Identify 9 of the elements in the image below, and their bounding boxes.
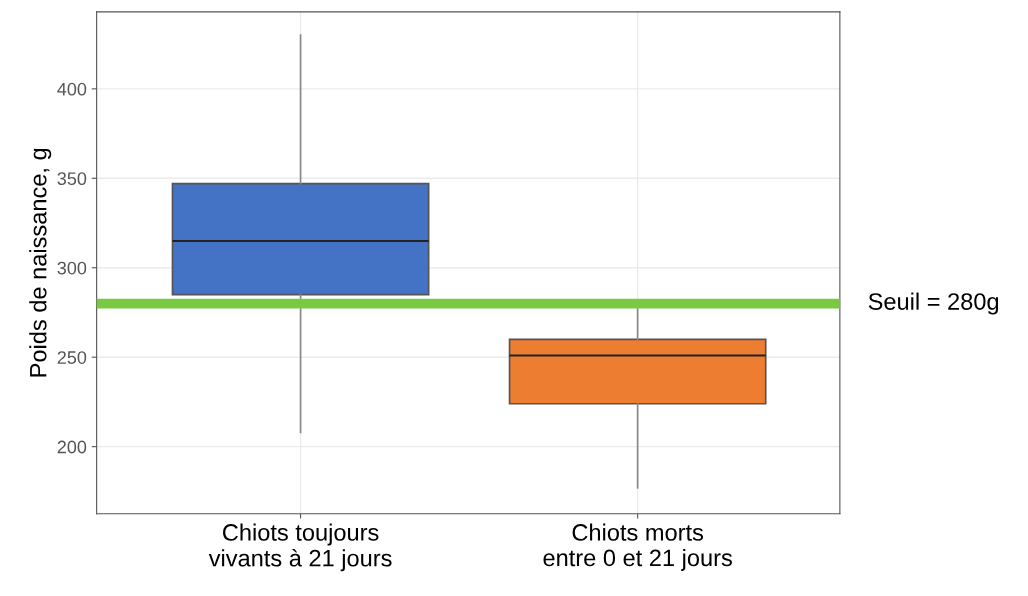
y-tick-label: 250	[57, 351, 87, 364]
y-tick-label: 200	[57, 440, 87, 454]
y-tick-label: 300	[57, 261, 87, 275]
x-tick-label: Chiots toujours vivants à 21 jours	[208, 523, 392, 572]
x-tick-label: Chiots morts entre 0 et 21 jours	[543, 523, 732, 571]
y-axis-title: Poids de naissance, g	[29, 148, 52, 377]
y-tick-label: 350	[57, 172, 87, 186]
y-tick-label: 400	[57, 82, 87, 96]
ref-line-label: Seuil = 280g	[868, 292, 999, 315]
